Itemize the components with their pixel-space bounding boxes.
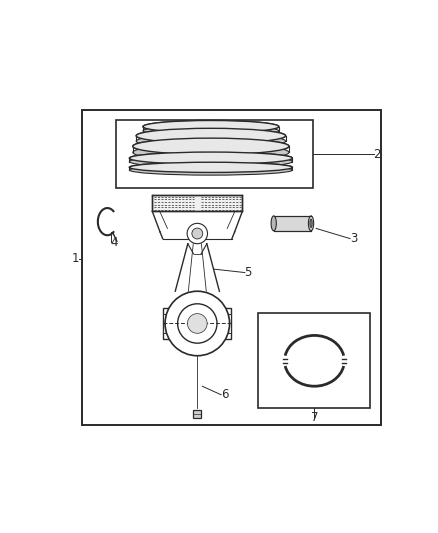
Text: 3: 3	[350, 232, 357, 245]
Ellipse shape	[143, 120, 279, 133]
Ellipse shape	[130, 152, 293, 164]
Circle shape	[187, 313, 207, 333]
Bar	[163, 308, 231, 339]
Circle shape	[165, 291, 230, 356]
Ellipse shape	[136, 128, 286, 143]
Text: 7: 7	[311, 411, 318, 424]
Bar	[163, 314, 170, 333]
Ellipse shape	[271, 216, 276, 231]
Ellipse shape	[143, 120, 279, 133]
Ellipse shape	[130, 152, 293, 164]
Ellipse shape	[308, 216, 314, 231]
Ellipse shape	[130, 165, 293, 175]
Bar	[193, 410, 201, 418]
Circle shape	[187, 223, 208, 244]
Circle shape	[178, 304, 217, 343]
Bar	[225, 314, 231, 333]
Text: 5: 5	[244, 266, 252, 279]
Bar	[82, 110, 381, 425]
Bar	[274, 216, 311, 231]
Ellipse shape	[130, 162, 293, 172]
Ellipse shape	[143, 125, 279, 137]
Ellipse shape	[133, 138, 289, 155]
Circle shape	[165, 322, 168, 325]
Ellipse shape	[133, 144, 289, 160]
Ellipse shape	[136, 134, 286, 149]
Text: 4: 4	[110, 236, 118, 248]
Ellipse shape	[136, 128, 286, 143]
Circle shape	[192, 228, 203, 239]
Ellipse shape	[133, 138, 289, 155]
Bar	[116, 120, 313, 188]
Ellipse shape	[130, 162, 293, 172]
Circle shape	[226, 322, 230, 325]
Ellipse shape	[310, 219, 312, 228]
Bar	[258, 313, 371, 408]
Text: 6: 6	[221, 388, 228, 401]
Bar	[152, 195, 242, 212]
Ellipse shape	[130, 156, 293, 168]
Text: 2: 2	[374, 148, 381, 161]
Text: 1: 1	[71, 253, 79, 265]
